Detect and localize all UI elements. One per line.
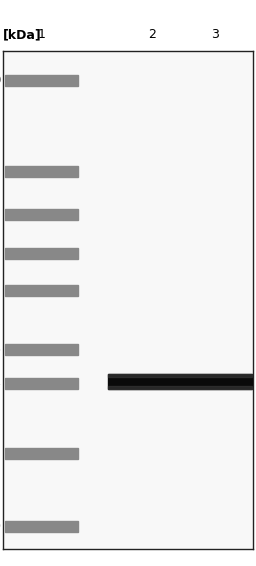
Text: 28: 28: [0, 378, 1, 391]
Bar: [5, 209, 78, 220]
Text: 250: 250: [0, 74, 1, 87]
Text: 17: 17: [0, 447, 1, 460]
Bar: [108, 374, 252, 389]
Text: 10: 10: [0, 520, 1, 533]
Bar: [108, 386, 252, 389]
Text: 130: 130: [0, 165, 1, 178]
Text: 72: 72: [0, 247, 1, 260]
Bar: [5, 344, 78, 354]
Bar: [108, 374, 252, 377]
Text: 36: 36: [0, 342, 1, 355]
Bar: [5, 285, 78, 296]
Text: 2: 2: [148, 28, 156, 41]
Text: 55: 55: [0, 284, 1, 297]
Text: [kDa]: [kDa]: [3, 28, 41, 41]
Bar: [5, 448, 78, 458]
Bar: [5, 521, 78, 532]
Text: 95: 95: [0, 208, 1, 221]
Text: 1: 1: [38, 28, 45, 41]
Bar: [5, 248, 78, 259]
Bar: [5, 166, 78, 177]
Text: 3: 3: [211, 28, 218, 41]
Bar: [5, 75, 78, 86]
Bar: [5, 379, 78, 389]
